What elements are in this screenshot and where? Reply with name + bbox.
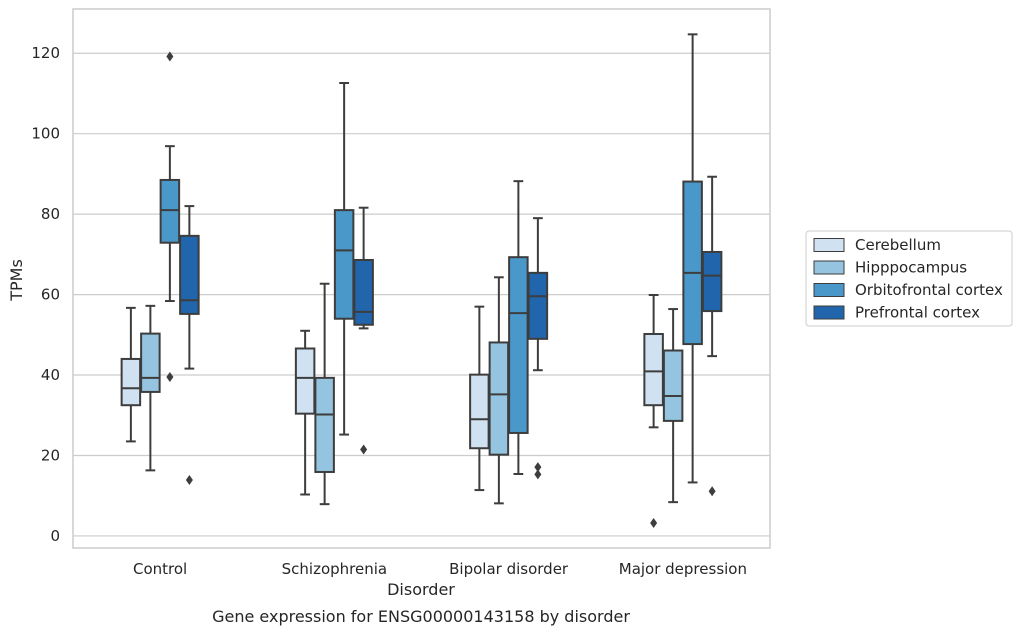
box-0-2	[469, 305, 490, 492]
box-2-1	[333, 82, 355, 436]
x-tick-label: Control	[133, 560, 187, 578]
box-1-0	[140, 304, 161, 472]
box-iqr	[701, 250, 723, 313]
plot-frame	[72, 8, 771, 549]
y-tick-label: 120	[31, 44, 60, 62]
legend-swatch	[813, 283, 845, 297]
box-layer	[120, 33, 723, 529]
box-0-0	[120, 306, 142, 443]
outlier-point	[650, 518, 658, 529]
box-2-3	[682, 33, 703, 484]
box-1-3	[662, 308, 684, 504]
x-axis-label: Disorder	[387, 580, 455, 599]
box-iqr	[527, 271, 549, 340]
box-3-1	[353, 206, 374, 455]
y-tick-label: 100	[31, 125, 60, 143]
outlier-point	[534, 469, 542, 480]
box-iqr	[179, 234, 200, 315]
box-2-0	[159, 51, 181, 383]
box-iqr	[488, 341, 510, 456]
box-iqr	[314, 376, 335, 473]
box-3-0	[179, 205, 200, 486]
outlier-point	[708, 486, 716, 497]
box-3-2	[527, 217, 549, 480]
outlier-point	[185, 475, 193, 486]
box-2-2	[508, 180, 529, 475]
y-tick-label: 40	[41, 366, 60, 384]
box-0-1	[294, 329, 316, 496]
legend-swatch	[813, 305, 845, 320]
outlier-point	[360, 444, 368, 455]
legend-frame	[805, 230, 1013, 327]
box-iqr	[643, 333, 664, 407]
outlier-point	[166, 372, 174, 383]
legend: Cerebellum Hipppocampus Orbitofrontal cort…	[805, 230, 1013, 327]
box-3-3	[701, 175, 723, 497]
legend-swatch	[813, 238, 845, 252]
box-0-3	[643, 293, 664, 529]
outlier-point	[534, 462, 542, 473]
x-tick-label: Major depression	[619, 560, 747, 578]
box-iqr	[682, 180, 703, 346]
legend-label: Hipppocampus	[855, 259, 967, 277]
y-tick-label: 0	[50, 527, 60, 545]
legend-label: Prefrontal cortex	[855, 304, 980, 322]
y-axis-label: TPMs	[7, 259, 26, 302]
plot-area-border	[72, 8, 771, 549]
legend-label: Orbitofrontal cortex	[855, 281, 1003, 299]
legend-label: Cerebellum	[855, 236, 941, 254]
box-iqr	[120, 357, 142, 407]
legend-swatch	[813, 260, 845, 275]
box-iqr	[353, 258, 374, 326]
gridlines	[73, 52, 770, 537]
box-iqr	[508, 256, 529, 434]
box-1-1	[314, 282, 335, 506]
y-tick-label: 20	[41, 446, 60, 464]
outlier-point	[166, 51, 174, 62]
y-tick-label: 80	[41, 205, 60, 223]
y-tick-label: 60	[41, 286, 60, 304]
y-tick-labels: 0 20 40 60 80 100 120	[31, 44, 60, 545]
box-1-2	[488, 276, 510, 505]
x-tick-labels: Control Schizophrenia Bipolar disorder Majo…	[133, 560, 747, 578]
box-iqr	[469, 373, 490, 450]
box-iqr	[294, 347, 316, 415]
box-iqr	[140, 332, 161, 393]
chart-caption: Gene expression for ENSG00000143158 by d…	[212, 607, 630, 626]
x-tick-label: Schizophrenia	[282, 560, 387, 578]
box-iqr	[662, 349, 684, 422]
x-tick-label: Bipolar disorder	[449, 560, 569, 578]
box-iqr	[333, 209, 355, 320]
box-iqr	[159, 178, 181, 244]
